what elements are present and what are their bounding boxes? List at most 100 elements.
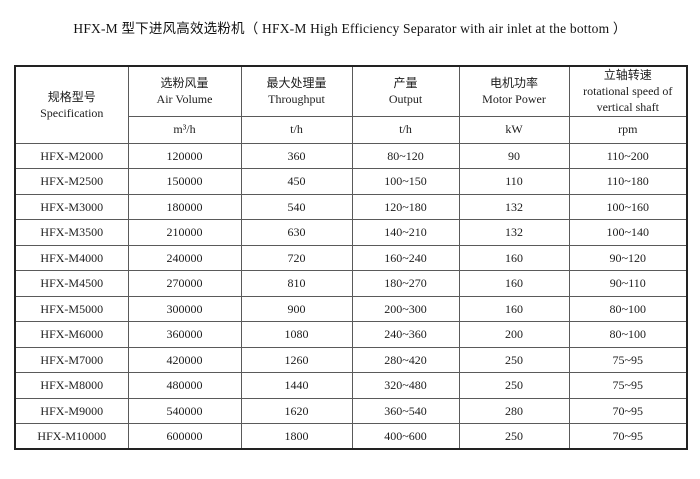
header-name-row: 规格型号 Specification 选粉风量 Air Volume 最大处理量… bbox=[14, 65, 688, 144]
throughput-cell: 540 bbox=[240, 193, 353, 221]
col-header-air-volume-zh: 选粉风量 bbox=[160, 76, 209, 91]
air-volume-cell: 420000 bbox=[127, 346, 242, 374]
model-cell: HFX-M3500 bbox=[14, 219, 129, 246]
col-header-motor-power-en: Motor Power bbox=[482, 92, 546, 107]
header-unit-row: m³/h t/h t/h kW rpm bbox=[15, 115, 688, 144]
col-header-throughput-zh: 最大处理量 bbox=[266, 76, 327, 91]
output-cell: 160~240 bbox=[351, 244, 460, 272]
output-cell: 320~480 bbox=[351, 372, 460, 399]
col-header-air-volume: 选粉风量 Air Volume bbox=[127, 65, 242, 117]
rotational-speed-cell: 110~180 bbox=[568, 168, 688, 195]
col-header-specification: 规格型号 Specification bbox=[14, 65, 129, 144]
motor-power-cell: 250 bbox=[458, 372, 570, 399]
model-cell: HFX-M9000 bbox=[14, 397, 129, 425]
rotational-speed-cell: 100~160 bbox=[568, 193, 688, 221]
model-cell: HFX-M4500 bbox=[14, 270, 129, 297]
air-volume-cell: 360000 bbox=[127, 321, 242, 348]
air-volume-cell: 180000 bbox=[127, 193, 242, 221]
output-cell: 360~540 bbox=[351, 397, 460, 425]
unit-output: t/h bbox=[351, 115, 460, 144]
air-volume-cell: 120000 bbox=[127, 142, 242, 170]
model-cell: HFX-M7000 bbox=[14, 346, 129, 374]
table-row: HFX-M4000 240000 720 160~240 160 90~120 bbox=[14, 244, 688, 272]
rotational-speed-cell: 80~100 bbox=[568, 295, 688, 323]
col-header-rotational-speed: 立轴转速 rotational speed of vertical shaft bbox=[568, 65, 688, 117]
air-volume-cell: 150000 bbox=[127, 168, 242, 195]
throughput-cell: 1440 bbox=[240, 372, 353, 399]
throughput-cell: 1620 bbox=[240, 397, 353, 425]
output-cell: 280~420 bbox=[351, 346, 460, 374]
unit-motor-power: kW bbox=[458, 115, 570, 144]
col-header-output-en: Output bbox=[388, 92, 423, 107]
motor-power-cell: 250 bbox=[458, 423, 570, 450]
model-cell: HFX-M8000 bbox=[14, 372, 129, 399]
throughput-cell: 360 bbox=[240, 142, 353, 170]
table-row: HFX-M3000 180000 540 120~180 132 100~160 bbox=[14, 193, 688, 221]
col-header-throughput-en: Throughput bbox=[268, 92, 325, 107]
table-row: HFX-M10000 600000 1800 400~600 250 70~95 bbox=[14, 423, 688, 450]
col-header-output-zh: 产量 bbox=[393, 76, 418, 91]
table-row: HFX-M2500 150000 450 100~150 110 110~180 bbox=[14, 168, 688, 195]
col-header-air-volume-en: Air Volume bbox=[156, 92, 213, 107]
table-row: HFX-M5000 300000 900 200~300 160 80~100 bbox=[14, 295, 688, 323]
motor-power-cell: 110 bbox=[458, 168, 570, 195]
output-cell: 100~150 bbox=[351, 168, 460, 195]
rotational-speed-cell: 75~95 bbox=[568, 372, 688, 399]
output-cell: 140~210 bbox=[351, 219, 460, 246]
motor-power-cell: 90 bbox=[458, 142, 570, 170]
motor-power-cell: 160 bbox=[458, 270, 570, 297]
rotational-speed-cell: 110~200 bbox=[568, 142, 688, 170]
col-header-rotational-speed-en: rotational speed of vertical shaft bbox=[583, 84, 673, 115]
table-body: HFX-M2000 120000 360 80~120 90 110~200 HFX-M25… bbox=[14, 142, 688, 450]
rotational-speed-cell: 70~95 bbox=[568, 423, 688, 450]
motor-power-cell: 160 bbox=[458, 244, 570, 272]
throughput-cell: 1080 bbox=[240, 321, 353, 348]
throughput-cell: 1800 bbox=[240, 423, 353, 450]
unit-rotational-speed: rpm bbox=[568, 115, 688, 144]
air-volume-cell: 600000 bbox=[127, 423, 242, 450]
model-cell: HFX-M4000 bbox=[14, 244, 129, 272]
table-row: HFX-M8000 480000 1440 320~480 250 75~95 bbox=[14, 372, 688, 399]
output-cell: 240~360 bbox=[351, 321, 460, 348]
unit-throughput: t/h bbox=[240, 115, 353, 144]
output-cell: 200~300 bbox=[351, 295, 460, 323]
rotational-speed-cell: 70~95 bbox=[568, 397, 688, 425]
unit-air-volume: m³/h bbox=[127, 115, 242, 144]
col-header-throughput: 最大处理量 Throughput bbox=[240, 65, 353, 117]
air-volume-cell: 540000 bbox=[127, 397, 242, 425]
col-header-specification-en: Specification bbox=[40, 105, 104, 120]
model-cell: HFX-M10000 bbox=[14, 423, 129, 450]
throughput-cell: 720 bbox=[240, 244, 353, 272]
output-cell: 400~600 bbox=[351, 423, 460, 450]
air-volume-cell: 240000 bbox=[127, 244, 242, 272]
model-cell: HFX-M6000 bbox=[14, 321, 129, 348]
table-row: HFX-M2000 120000 360 80~120 90 110~200 bbox=[14, 142, 688, 170]
table-row: HFX-M7000 420000 1260 280~420 250 75~95 bbox=[14, 346, 688, 374]
air-volume-cell: 300000 bbox=[127, 295, 242, 323]
throughput-cell: 630 bbox=[240, 219, 353, 246]
rotational-speed-cell: 90~110 bbox=[568, 270, 688, 297]
motor-power-cell: 200 bbox=[458, 321, 570, 348]
table-header: 规格型号 Specification 选粉风量 Air Volume 最大处理量… bbox=[14, 65, 688, 144]
motor-power-cell: 250 bbox=[458, 346, 570, 374]
output-cell: 120~180 bbox=[351, 193, 460, 221]
spec-table: 规格型号 Specification 选粉风量 Air Volume 最大处理量… bbox=[14, 65, 688, 451]
model-cell: HFX-M3000 bbox=[14, 193, 129, 221]
model-cell: HFX-M5000 bbox=[14, 295, 129, 323]
col-header-rotational-speed-zh: 立轴转速 bbox=[603, 68, 652, 82]
table-row: HFX-M6000 360000 1080 240~360 200 80~100 bbox=[14, 321, 688, 348]
rotational-speed-cell: 100~140 bbox=[568, 219, 688, 246]
rotational-speed-cell: 75~95 bbox=[568, 346, 688, 374]
model-cell: HFX-M2500 bbox=[14, 168, 129, 195]
col-header-motor-power: 电机功率 Motor Power bbox=[458, 65, 570, 117]
throughput-cell: 900 bbox=[240, 295, 353, 323]
col-header-specification-zh: 规格型号 bbox=[47, 89, 96, 104]
table-row: HFX-M9000 540000 1620 360~540 280 70~95 bbox=[14, 397, 688, 425]
air-volume-cell: 270000 bbox=[127, 270, 242, 297]
table-row: HFX-M4500 270000 810 180~270 160 90~110 bbox=[14, 270, 688, 297]
rotational-speed-cell: 90~120 bbox=[568, 244, 688, 272]
page-title: HFX-M 型下进风高效选粉机（ HFX-M High Efficiency S… bbox=[73, 21, 627, 36]
output-cell: 180~270 bbox=[351, 270, 460, 297]
col-header-motor-power-zh: 电机功率 bbox=[489, 76, 538, 91]
